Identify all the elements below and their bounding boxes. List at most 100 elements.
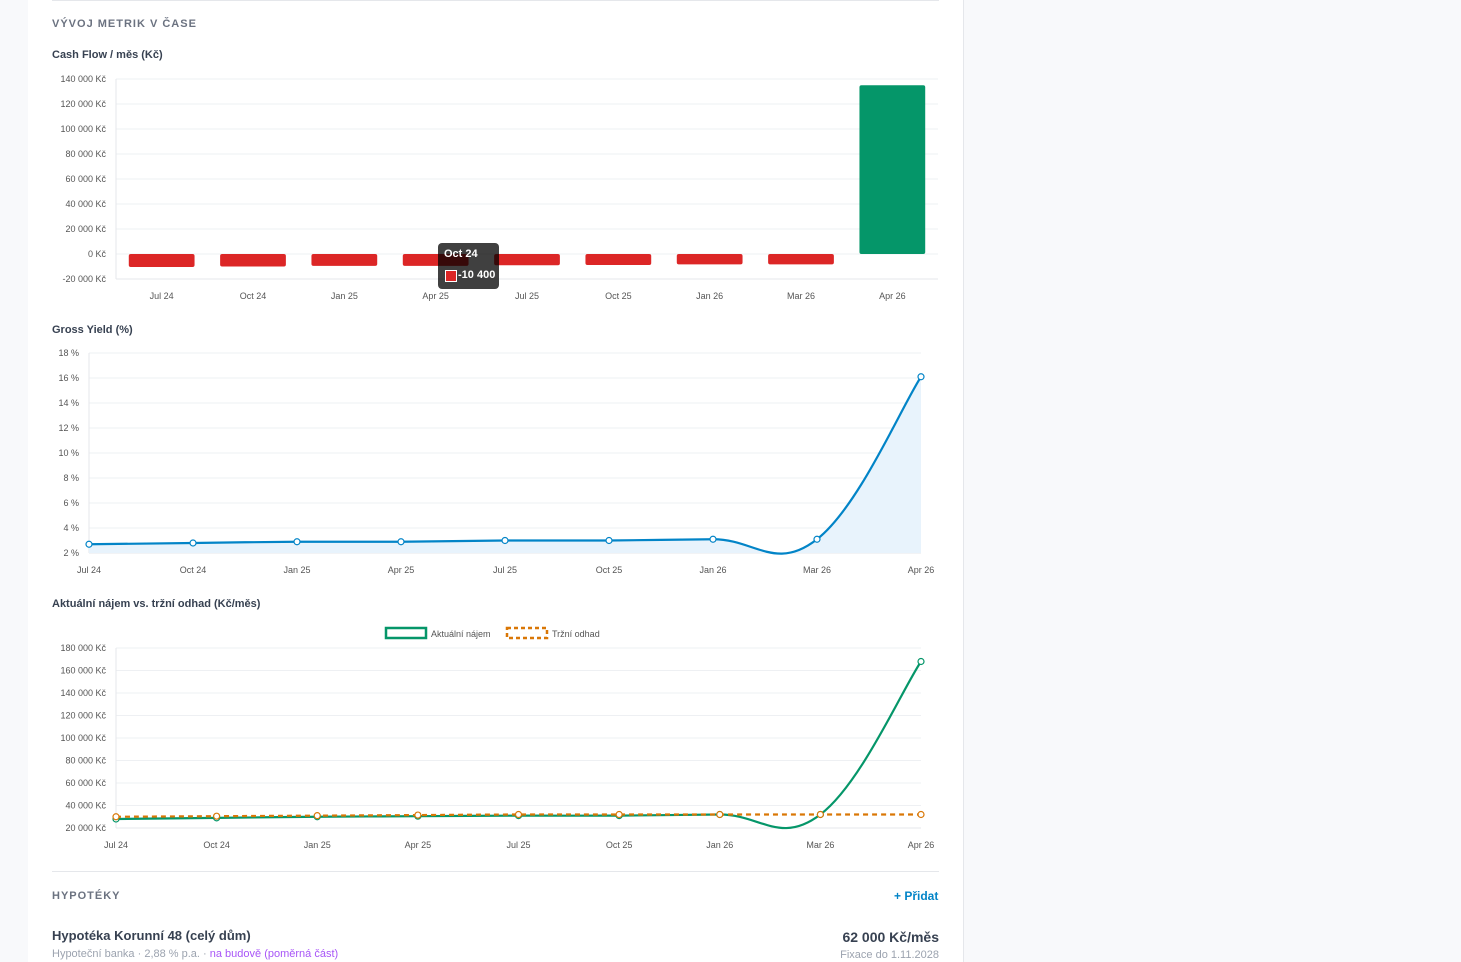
series-point [917, 657, 925, 666]
rent-vs-market-chart[interactable]: 180 000 Kč 160 000 Kč 140 000 Kč 120 000 Kč… [28, 618, 963, 858]
tooltip-swatch [445, 270, 457, 282]
y-tick-label: 16 % [58, 373, 79, 383]
cashflow-bar [859, 85, 926, 254]
yield-point [293, 538, 301, 546]
x-tick-label: Jul 24 [104, 840, 128, 850]
y-tick-label: 8 % [63, 473, 79, 483]
series-point [917, 810, 925, 819]
y-tick-label: 4 % [63, 523, 79, 533]
x-tick-label: Jul 25 [515, 291, 539, 301]
x-tick-label: Jan 25 [283, 565, 310, 575]
y-tick-label: 14 % [58, 398, 79, 408]
series-point [816, 810, 824, 819]
y-tick-label: 100 000 Kč [60, 124, 106, 134]
legend-label: Tržní odhad [552, 629, 600, 639]
x-tick-label: Oct 24 [180, 565, 207, 575]
yield-point [501, 536, 509, 545]
series-point [112, 813, 120, 821]
y-tick-label: 40 000 Kč [65, 199, 106, 209]
cashflow-bar [220, 254, 286, 267]
x-tick-label: Apr 26 [879, 291, 906, 301]
y-tick-label: 80 000 Kč [65, 756, 106, 766]
add-mortgage-button[interactable]: + Přidat [894, 889, 939, 903]
y-tick-label: 60 000 Kč [65, 778, 106, 788]
x-tick-label: Apr 25 [405, 840, 432, 850]
y-tick-label: 180 000 Kč [60, 643, 106, 653]
cashflow-bar [311, 254, 378, 266]
mortgage-bank-rate: Hypoteční banka · 2,88 % p.a. · [52, 948, 210, 960]
x-tick-label: Jul 24 [150, 291, 174, 301]
y-tick-label: 40 000 Kč [65, 801, 106, 811]
y-tick-label: 20 000 Kč [65, 224, 106, 234]
y-tick-label: 80 000 Kč [65, 149, 106, 159]
y-tick-label: 6 % [63, 498, 79, 508]
series-point [615, 810, 623, 819]
y-tick-label: 2 % [63, 548, 79, 558]
y-tick-label: 160 000 Kč [60, 666, 106, 676]
x-tick-label: Jan 26 [706, 840, 733, 850]
x-tick-label: Jul 25 [506, 840, 530, 850]
y-tick-label: 20 000 Kč [65, 823, 106, 833]
mortgage-scope: na budově (poměrná část) [209, 948, 339, 960]
series-point [313, 812, 321, 820]
x-tick-label: Mar 26 [806, 840, 834, 850]
cashflow-bar [676, 254, 743, 265]
series-point [414, 811, 422, 819]
yield-point [397, 538, 405, 546]
x-tick-label: Oct 25 [596, 565, 623, 575]
cashflow-chart-title: Cash Flow / měs (Kč) [52, 49, 163, 61]
x-tick-label: Oct 24 [203, 840, 230, 850]
x-tick-label: Apr 26 [908, 840, 935, 850]
x-tick-label: Jan 26 [699, 565, 726, 575]
y-tick-label: 100 000 Kč [60, 733, 106, 743]
y-tick-label: 140 000 Kč [60, 688, 106, 698]
y-tick-label: 18 % [58, 348, 79, 358]
top-divider [52, 0, 939, 1]
x-tick-label: Jul 24 [77, 565, 101, 575]
x-tick-label: Mar 26 [803, 565, 831, 575]
tooltip-title: Oct 24 [444, 248, 478, 260]
y-tick-label: 0 Kč [88, 249, 107, 259]
x-tick-label: Apr 26 [908, 565, 935, 575]
legend-label: Aktuální nájem [431, 629, 491, 639]
x-tick-label: Oct 25 [606, 840, 633, 850]
x-tick-label: Apr 25 [388, 565, 415, 575]
x-tick-label: Apr 25 [422, 291, 449, 301]
x-tick-label: Jan 26 [696, 291, 723, 301]
yield-point [605, 536, 613, 545]
gross-yield-chart[interactable]: 18 % 16 % 14 % 12 % 10 % 8 % 6 % 4 % 2 % Jul 24 Oc… [28, 340, 963, 585]
yield-point [189, 539, 197, 547]
series-line [115, 660, 922, 830]
series-point [213, 812, 221, 820]
yield-area-fill [89, 376, 921, 554]
y-tick-label: 12 % [58, 423, 79, 433]
mortgage-fixation: Fixace do 1.11.2028 [840, 949, 939, 961]
yield-point [917, 373, 925, 381]
property-detail-panel: VÝVOJ METRIK V ČASE Cash Flow / měs (Kč)… [28, 0, 964, 962]
yield-chart-title: Gross Yield (%) [52, 324, 133, 336]
mortgage-name: Hypotéka Korunní 48 (celý dům) [52, 928, 251, 943]
x-tick-label: Jan 25 [304, 840, 331, 850]
x-tick-label: Jan 25 [331, 291, 358, 301]
cashflow-bar [768, 254, 834, 265]
cashflow-bar [494, 254, 560, 266]
y-tick-label: 120 000 Kč [60, 99, 106, 109]
section-divider [52, 871, 939, 872]
mortgage-details: Hypoteční banka · 2,88 % p.a. · na budov… [52, 948, 338, 960]
chart-tooltip: Oct 24 -10 400 [438, 243, 499, 289]
x-tick-label: Oct 24 [240, 291, 267, 301]
series-point [514, 810, 523, 819]
legend-swatch [384, 626, 428, 640]
y-tick-label: -20 000 Kč [62, 274, 106, 284]
yield-point [813, 535, 821, 543]
cashflow-bar [128, 254, 195, 267]
x-tick-label: Jul 25 [493, 565, 517, 575]
cashflow-chart[interactable]: 140 000 Kč 120 000 Kč 100 000 Kč 80 000 Kč 6… [28, 66, 963, 306]
metrics-section-title: VÝVOJ METRIK V ČASE [52, 18, 197, 30]
series-point [716, 810, 724, 819]
x-tick-label: Mar 26 [787, 291, 815, 301]
mortgage-amount: 62 000 Kč/měs [842, 929, 939, 945]
yield-point [85, 540, 93, 548]
rent-chart-title: Aktuální nájem vs. tržní odhad (Kč/měs) [52, 598, 261, 610]
x-tick-label: Oct 25 [605, 291, 632, 301]
